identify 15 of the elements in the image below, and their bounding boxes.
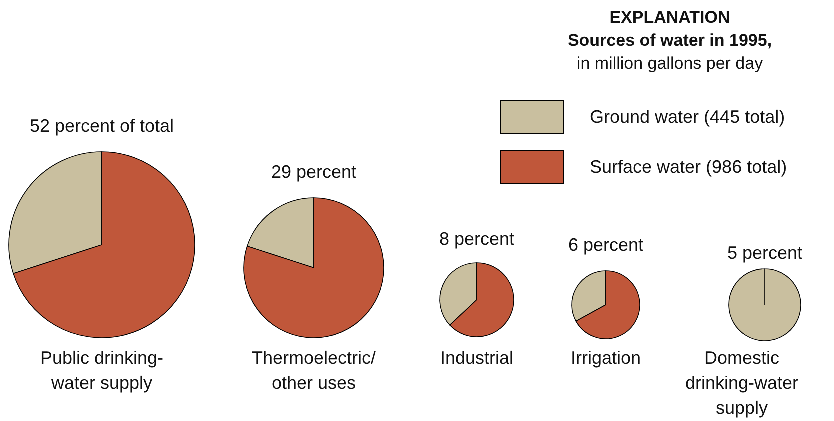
- chart-title: 8 percent: [439, 229, 515, 249]
- legend-label: Surface water (986 total): [590, 156, 788, 178]
- pie-slice: [576, 270, 640, 340]
- text: Thermoelectric/ other uses: [250, 347, 378, 395]
- text: Public drinking- water supply: [39, 347, 165, 395]
- chart-title: 52 percent of total: [28, 116, 176, 137]
- legend-label: Ground water (445 total): [590, 106, 786, 128]
- text: Irrigation: [570, 347, 642, 370]
- legend-title: EXPLANATION Sources of water in 1995, in million gallons per day: [566, 7, 774, 75]
- text: 5 percent: [726, 243, 804, 264]
- chart-title: 29 percent: [270, 162, 358, 183]
- chart-title: 6 percent: [568, 235, 644, 255]
- pie-slice: [244, 198, 384, 338]
- text: Domestic drinking-water supply: [684, 347, 800, 420]
- text: Industrial: [439, 347, 515, 370]
